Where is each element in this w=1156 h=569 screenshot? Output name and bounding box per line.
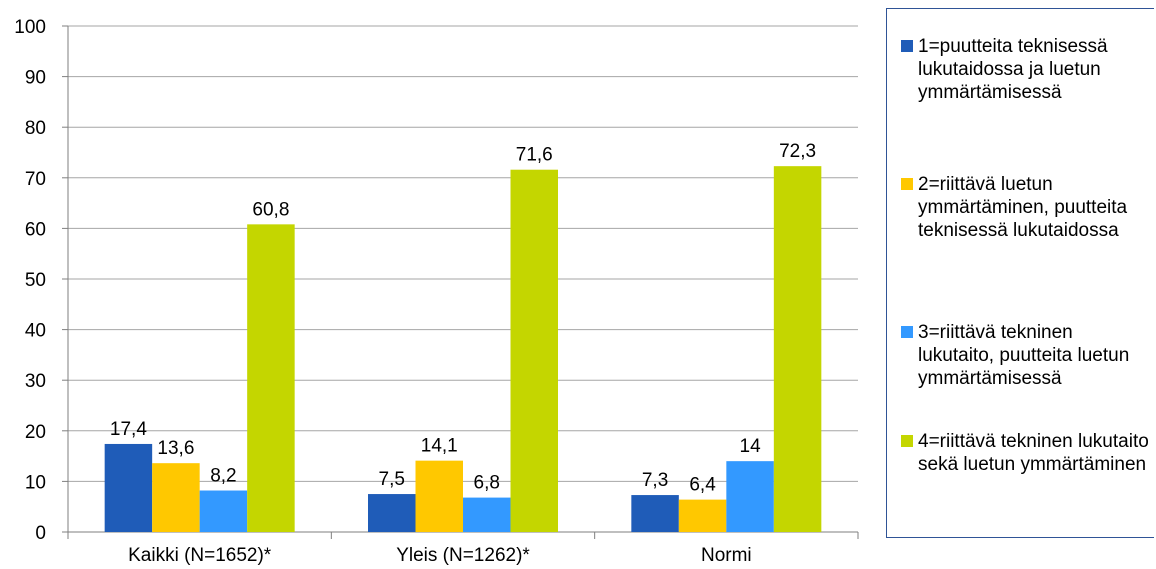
x-category-label: Kaikki (N=1652)* <box>128 545 272 566</box>
bar <box>726 461 774 532</box>
x-category-label: Normi <box>701 545 752 566</box>
data-label: 7,5 <box>379 469 405 490</box>
legend-label-series-3: 3=riittävä tekninen lukutaito, puutteita… <box>918 322 1130 389</box>
bar <box>463 497 511 532</box>
data-label: 6,4 <box>689 475 716 496</box>
data-label: 14,1 <box>421 436 458 457</box>
y-tick-label: 50 <box>25 270 46 291</box>
bar-chart-plot: 0 10 20 30 40 50 60 70 80 90 100 17,4 13,6 8,2 60,8 Kai… <box>14 17 859 566</box>
legend-label-series-4: 4=riittävä tekninen lukutaito sekä luetu… <box>918 431 1149 475</box>
y-tick-label: 40 <box>25 321 46 342</box>
y-tick-label: 20 <box>25 422 46 443</box>
data-label: 8,2 <box>210 466 236 487</box>
data-label: 14 <box>740 436 762 457</box>
y-tick-label: 10 <box>25 472 46 493</box>
bar <box>368 494 416 532</box>
y-tick-label: 70 <box>25 169 46 190</box>
data-label: 72,3 <box>779 141 816 162</box>
legend-swatch-series-3 <box>901 326 913 338</box>
x-category-label: Yleis (N=1262)* <box>396 545 530 566</box>
data-label: 71,6 <box>516 145 553 166</box>
y-tick-label: 30 <box>25 371 46 392</box>
bar <box>415 460 463 532</box>
legend-item-series-1: 1=puutteita teknisessä lukutaidossa ja l… <box>901 35 1151 104</box>
legend-item-series-3: 3=riittävä tekninen lukutaito, puutteita… <box>901 321 1151 390</box>
legend-item-series-4: 4=riittävä tekninen lukutaito sekä luetu… <box>901 430 1151 476</box>
bar <box>678 499 727 532</box>
bar <box>247 224 295 533</box>
bar <box>152 463 200 532</box>
bar <box>199 490 248 532</box>
chart-legend: 1=puutteita teknisessä lukutaidossa ja l… <box>886 8 1154 538</box>
bar <box>510 169 558 533</box>
legend-label-series-1: 1=puutteita teknisessä lukutaidossa ja l… <box>918 36 1108 103</box>
legend-swatch-series-1 <box>901 40 913 52</box>
bar <box>773 166 822 533</box>
y-tick-label: 80 <box>25 118 46 139</box>
y-tick-label: 90 <box>25 68 46 89</box>
legend-label-series-2: 2=riittävä luetun ymmärtäminen, puutteit… <box>918 174 1128 241</box>
data-label: 7,3 <box>642 470 668 491</box>
bar <box>104 443 153 532</box>
y-tick-label: 100 <box>14 17 46 38</box>
bar <box>631 495 679 532</box>
legend-item-series-2: 2=riittävä luetun ymmärtäminen, puutteit… <box>901 173 1151 242</box>
legend-swatch-series-4 <box>901 435 913 447</box>
legend-swatch-series-2 <box>901 178 913 190</box>
y-tick-label: 0 <box>35 523 46 544</box>
data-label: 6,8 <box>474 473 500 494</box>
data-label: 17,4 <box>110 419 147 440</box>
y-tick-label: 60 <box>25 219 46 240</box>
data-label: 13,6 <box>157 438 194 459</box>
data-label: 60,8 <box>252 199 289 220</box>
